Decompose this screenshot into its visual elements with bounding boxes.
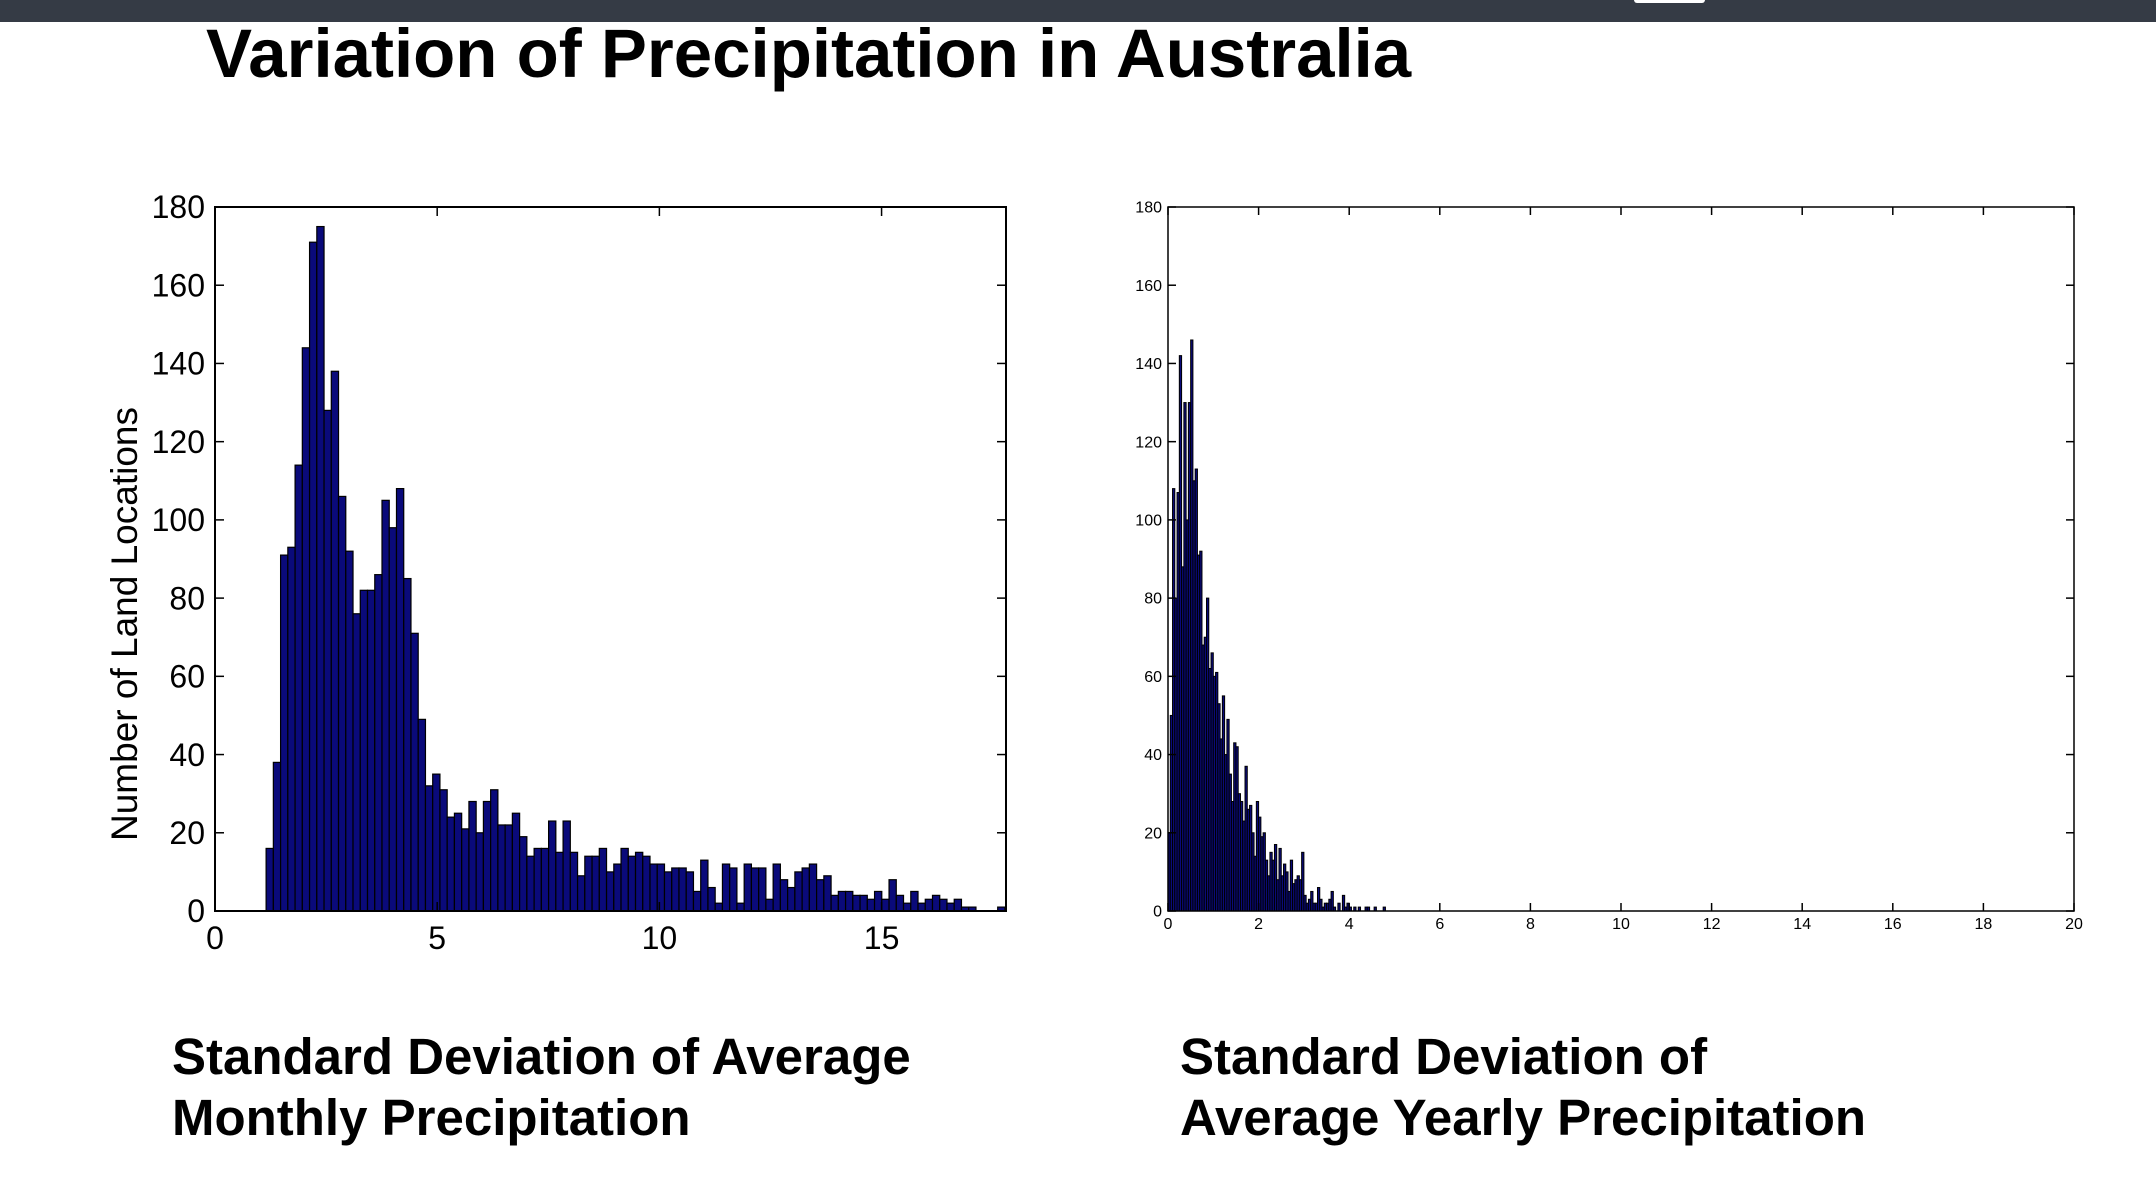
y-tick-label: 20 (1144, 825, 1162, 842)
y-tick-label: 40 (169, 737, 205, 773)
y-tick-label: 140 (152, 346, 205, 382)
x-tick-label: 18 (1975, 916, 1993, 933)
y-tick-label: 100 (1135, 512, 1162, 529)
y-tick-label: 140 (1135, 356, 1162, 373)
y-tick-label: 120 (1135, 434, 1162, 451)
y-tick-label: 100 (152, 502, 205, 538)
y-tick-label: 80 (1144, 591, 1162, 608)
y-tick-label: 160 (1135, 278, 1162, 295)
x-tick-label: 0 (1164, 916, 1173, 933)
y-tick-label: 80 (169, 580, 205, 616)
y-tick-label: 0 (187, 893, 205, 929)
y-tick-label: 60 (169, 659, 205, 695)
x-tick-label: 8 (1526, 916, 1535, 933)
histogram-bar (1337, 902, 1341, 912)
toolbar-button[interactable] (1634, 0, 1705, 3)
x-tick-label: 14 (1793, 916, 1811, 933)
x-tick-label: 10 (1612, 916, 1630, 933)
axes-box (214, 206, 1007, 912)
ticks: 0 2 4 6 8 10 12 14 16 18 20 0 20 40 60 80 100 120 140 160 18… (1135, 200, 2083, 933)
x-tick-label: 5 (428, 920, 446, 956)
y-tick-label: 180 (1135, 200, 1162, 217)
caption-yearly: Standard Deviation of Average Yearly Pre… (1180, 1026, 1866, 1148)
y-tick-label: 0 (1153, 904, 1162, 921)
y-axis-label: Number of Land Locations (104, 407, 145, 841)
x-tick-label: 2 (1254, 916, 1263, 933)
x-tick-label: 16 (1884, 916, 1902, 933)
caption-line: Standard Deviation of (1180, 1028, 1708, 1085)
y-tick-label: 40 (1144, 747, 1162, 764)
x-tick-label: 20 (2065, 916, 2083, 933)
y-tick-label: 20 (169, 815, 205, 851)
y-tick-label: 160 (152, 267, 205, 303)
caption-line: Standard Deviation of Average (172, 1028, 911, 1085)
slide-title: Variation of Precipitation in Australia (206, 15, 1412, 92)
bars (265, 225, 1006, 912)
x-tick-label: 4 (1345, 916, 1354, 933)
x-tick-label: 15 (864, 920, 900, 956)
caption-line: Average Yearly Precipitation (1180, 1089, 1867, 1146)
x-tick-label: 0 (206, 920, 224, 956)
y-tick-label: 120 (152, 424, 205, 460)
plot-frame (1167, 206, 2075, 912)
y-tick-label: 180 (152, 189, 205, 225)
y-tick-label: 60 (1144, 669, 1162, 686)
caption-monthly: Standard Deviation of Average Monthly Pr… (172, 1026, 911, 1148)
plot-frame (214, 206, 1007, 912)
x-tick-label: 12 (1703, 916, 1721, 933)
x-tick-label: 6 (1435, 916, 1444, 933)
x-tick-label: 10 (642, 920, 678, 956)
bars (1167, 339, 1386, 912)
caption-line: Monthly Precipitation (172, 1089, 691, 1146)
top-toolbar (0, 0, 2156, 22)
axes-box (1167, 206, 2075, 912)
ticks: 0 5 10 15 0 20 40 60 80 100 120 140 160 180 (152, 189, 1006, 956)
